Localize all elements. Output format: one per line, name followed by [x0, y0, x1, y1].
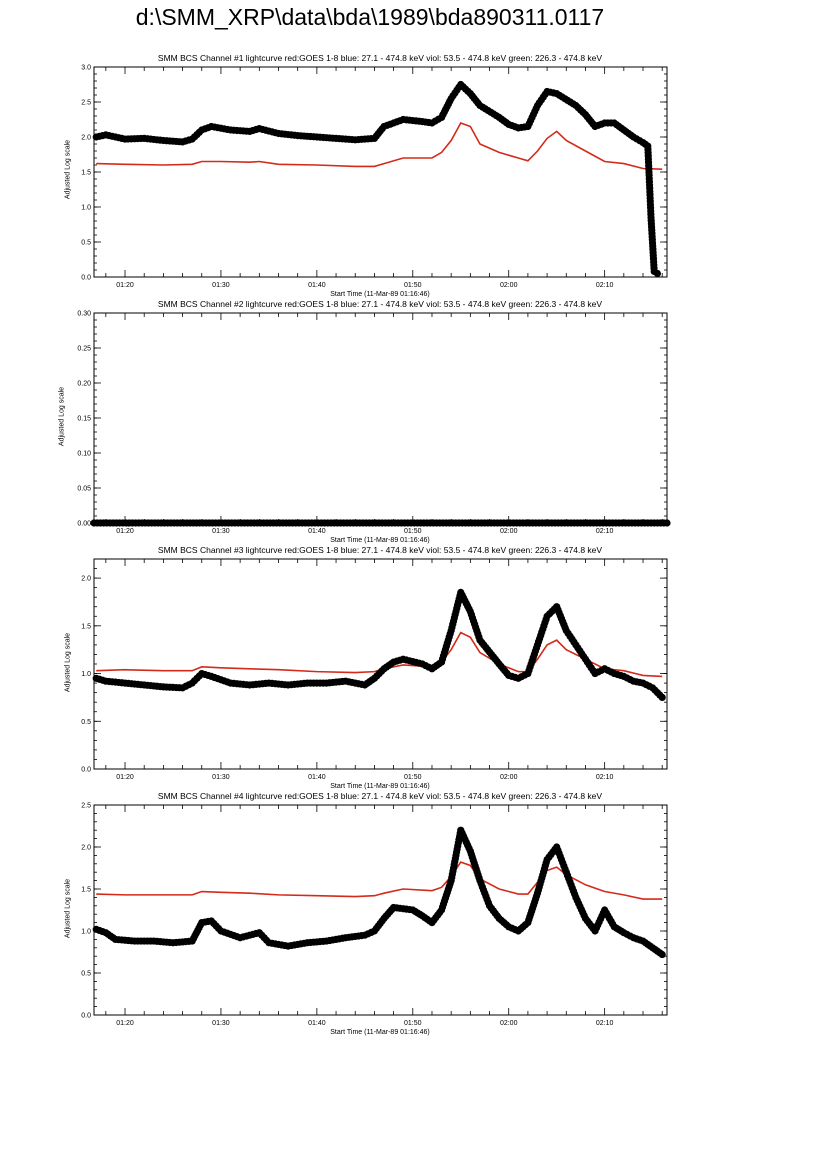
x-tick-label: 02:10: [596, 1020, 614, 1027]
x-axis-label: Start Time (11-Mar-89 01:16:46): [330, 537, 430, 544]
y-tick-label: 0.30: [77, 311, 91, 318]
x-tick-label: 01:30: [212, 528, 230, 535]
series-markers-bcs: [90, 519, 671, 527]
series-markers-bcs: [92, 80, 662, 278]
y-tick-label: 0.5: [81, 240, 91, 247]
x-tick-label: 02:10: [596, 528, 614, 535]
y-tick-label: 2.5: [81, 100, 91, 107]
y-tick-label: 2.0: [81, 576, 91, 583]
x-tick-label: 01:40: [308, 282, 326, 289]
data-point-marker: [658, 950, 666, 959]
x-tick-label: 01:30: [212, 282, 230, 289]
x-tick-label: 02:10: [596, 282, 614, 289]
data-point-marker: [658, 693, 666, 702]
x-tick-label: 01:50: [404, 1020, 422, 1027]
y-tick-label: 0.5: [81, 719, 91, 726]
y-tick-label: 3.0: [81, 65, 91, 72]
y-tick-label: 0.0: [81, 767, 91, 774]
y-tick-label: 1.5: [81, 887, 91, 894]
y-tick-label: 0.0: [81, 1013, 91, 1020]
plot-frame: [93, 804, 668, 1016]
x-axis-label: Start Time (11-Mar-89 01:16:46): [330, 783, 430, 790]
x-axis-label: Start Time (11-Mar-89 01:16:46): [330, 291, 430, 298]
chart-title: SMM BCS Channel #3 lightcurve red:GOES 1…: [157, 545, 603, 555]
y-tick-label: 2.0: [81, 845, 91, 852]
chart-title: SMM BCS Channel #2 lightcurve red:GOES 1…: [157, 299, 603, 309]
x-tick-label: 01:30: [212, 1020, 230, 1027]
x-axis-label: Start Time (11-Mar-89 01:16:46): [330, 1029, 430, 1036]
y-tick-label: 1.5: [81, 623, 91, 630]
y-tick-label: 1.0: [81, 671, 91, 678]
y-tick-label: 1.5: [81, 170, 91, 177]
x-tick-label: 01:40: [308, 528, 326, 535]
x-tick-label: 01:20: [116, 1020, 134, 1027]
y-tick-label: 1.0: [81, 205, 91, 212]
data-point-marker: [653, 269, 662, 278]
x-tick-label: 02:00: [500, 1020, 518, 1027]
x-tick-label: 01:40: [308, 774, 326, 781]
x-tick-label: 01:40: [308, 1020, 326, 1027]
x-tick-label: 01:50: [404, 774, 422, 781]
y-tick-label: 0.0: [81, 275, 91, 282]
y-axis-label: Adjusted Log scale: [64, 878, 72, 939]
x-tick-label: 01:20: [116, 528, 134, 535]
y-tick-label: 2.0: [81, 135, 91, 142]
chart-title: SMM BCS Channel #1 lightcurve red:GOES 1…: [157, 53, 603, 63]
x-tick-label: 02:00: [500, 774, 518, 781]
y-tick-label: 1.0: [81, 929, 91, 936]
chart-title: SMM BCS Channel #4 lightcurve red:GOES 1…: [157, 791, 603, 801]
series-markers-bcs: [92, 588, 666, 702]
y-tick-label: 0.05: [77, 486, 91, 493]
y-tick-label: 2.5: [81, 803, 91, 810]
page-title: d:\SMM_XRP\data\bda\1989\bda890311.0117: [135, 4, 605, 30]
series-line-goes: [96, 631, 663, 678]
series-line-goes: [96, 122, 663, 170]
y-tick-label: 0.10: [77, 451, 91, 458]
data-point-marker: [663, 519, 671, 527]
x-tick-label: 01:50: [404, 282, 422, 289]
x-tick-label: 02:00: [500, 528, 518, 535]
y-tick-label: 0.20: [77, 381, 91, 388]
series-markers-bcs: [92, 826, 666, 959]
x-tick-label: 01:30: [212, 774, 230, 781]
x-tick-label: 02:00: [500, 282, 518, 289]
y-tick-label: 0.5: [81, 971, 91, 978]
x-tick-label: 01:50: [404, 528, 422, 535]
x-tick-label: 01:20: [116, 282, 134, 289]
y-tick-label: 0.00: [77, 521, 91, 528]
y-tick-label: 0.25: [77, 346, 91, 353]
y-tick-label: 0.15: [77, 416, 91, 423]
x-tick-label: 01:20: [116, 774, 134, 781]
x-tick-label: 02:10: [596, 774, 614, 781]
